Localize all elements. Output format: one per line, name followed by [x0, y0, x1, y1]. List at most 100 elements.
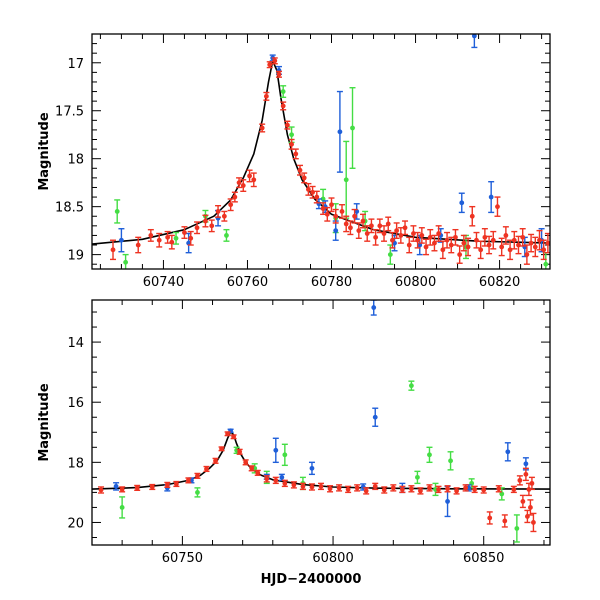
- data-point: [486, 235, 493, 255]
- data-point: [263, 475, 270, 483]
- marker: [236, 180, 242, 186]
- marker: [381, 231, 387, 236]
- data-point: [465, 237, 472, 257]
- data-point: [275, 70, 282, 78]
- marker: [209, 223, 215, 229]
- data-point: [502, 226, 509, 245]
- data-layer: [92, 34, 550, 269]
- data-point: [393, 222, 400, 240]
- data-point: [113, 482, 120, 491]
- marker: [194, 225, 200, 231]
- data-point: [208, 219, 215, 233]
- marker: [360, 218, 366, 224]
- marker: [436, 486, 441, 492]
- marker: [291, 482, 297, 488]
- marker: [471, 34, 477, 39]
- marker: [123, 259, 129, 265]
- data-point: [435, 485, 442, 494]
- data-point: [471, 34, 478, 49]
- data-point: [212, 457, 219, 464]
- marker: [418, 488, 423, 494]
- data-point: [469, 205, 476, 227]
- marker: [350, 125, 355, 131]
- marker: [394, 228, 400, 234]
- marker: [402, 225, 408, 231]
- data-point: [114, 199, 121, 224]
- data-point: [98, 486, 105, 494]
- marker: [543, 261, 549, 267]
- marker: [156, 237, 162, 243]
- data-point: [324, 206, 331, 222]
- marker: [445, 499, 450, 504]
- data-point: [427, 228, 434, 246]
- x-tick-label: 60800: [312, 551, 353, 566]
- marker: [280, 103, 286, 109]
- data-point: [119, 486, 126, 493]
- data-point: [360, 213, 367, 229]
- marker: [204, 466, 209, 472]
- data-point: [336, 484, 343, 492]
- data-point: [336, 90, 343, 173]
- data-point: [339, 204, 346, 219]
- data-point: [473, 231, 480, 249]
- marker: [186, 240, 192, 246]
- data-point: [194, 472, 201, 479]
- data-point: [444, 231, 451, 249]
- marker: [531, 520, 536, 525]
- data-point: [458, 192, 465, 214]
- data-point: [351, 208, 358, 224]
- marker: [387, 252, 393, 258]
- data-point: [259, 123, 266, 133]
- marker: [249, 465, 255, 471]
- data-point: [399, 485, 406, 494]
- data-point: [417, 487, 424, 495]
- data-point: [281, 443, 288, 467]
- data-point: [281, 479, 288, 488]
- marker: [134, 485, 140, 491]
- data-point: [263, 91, 270, 101]
- marker: [377, 223, 383, 229]
- marker: [448, 458, 453, 464]
- data-point: [299, 482, 306, 491]
- marker: [232, 194, 238, 200]
- data-point: [460, 234, 467, 252]
- data-point: [370, 300, 377, 316]
- marker: [219, 446, 224, 452]
- marker: [263, 93, 269, 99]
- marker: [169, 239, 175, 245]
- marker: [423, 244, 429, 250]
- model-curve-line: [92, 430, 550, 490]
- marker: [333, 213, 339, 219]
- data-point: [498, 237, 505, 257]
- data-point: [408, 485, 415, 493]
- data-point: [355, 222, 362, 240]
- data-point: [426, 446, 433, 464]
- marker: [461, 240, 467, 246]
- marker: [354, 485, 360, 491]
- marker: [511, 486, 517, 492]
- data-point: [447, 451, 454, 471]
- data-point: [156, 232, 163, 248]
- marker: [520, 234, 526, 240]
- marker: [417, 242, 423, 248]
- data-point: [122, 253, 129, 269]
- marker: [541, 247, 547, 253]
- x-axis-label: HJD−2400000: [261, 572, 362, 587]
- marker: [135, 242, 141, 248]
- data-point: [418, 227, 425, 244]
- data-point: [363, 487, 370, 495]
- marker: [453, 234, 458, 240]
- x-tick-label: 60740: [143, 275, 184, 290]
- marker: [284, 122, 290, 128]
- data-point: [272, 476, 279, 485]
- marker: [247, 173, 252, 179]
- marker: [528, 505, 533, 510]
- marker: [427, 452, 432, 458]
- marker: [333, 228, 339, 234]
- marker: [164, 482, 170, 488]
- marker: [411, 231, 416, 236]
- data-point: [513, 514, 520, 543]
- data-point: [248, 465, 255, 472]
- marker: [495, 204, 500, 210]
